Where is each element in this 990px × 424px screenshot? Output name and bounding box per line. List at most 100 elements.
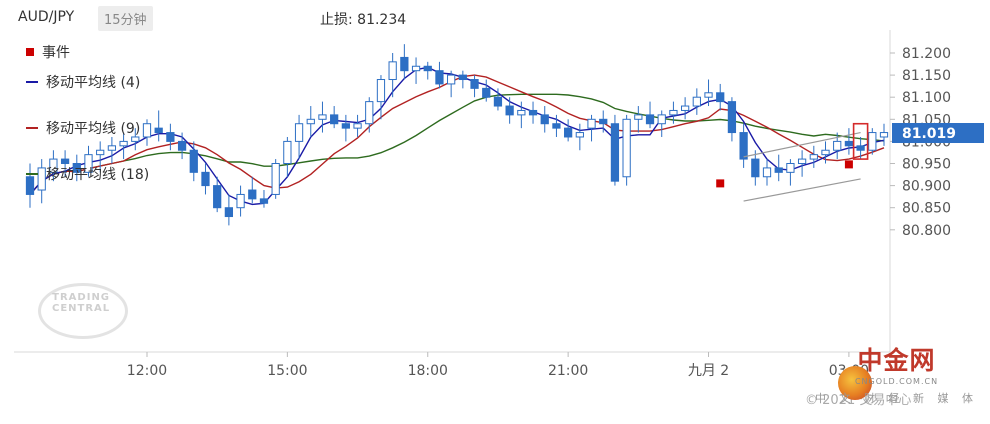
candle-body xyxy=(283,140,292,164)
legend-ma4-label: 移动平均线 (4) xyxy=(46,75,141,91)
candle-body xyxy=(552,123,561,129)
candle-body xyxy=(107,145,117,151)
candle-body xyxy=(657,114,666,125)
brand-logo-icon xyxy=(838,366,872,400)
candle-body xyxy=(505,105,514,116)
candle-body xyxy=(727,101,737,134)
candle-body xyxy=(821,149,830,156)
candle-body xyxy=(739,132,748,160)
trading-central-ring xyxy=(38,283,128,339)
y-tick-label: 80.900 xyxy=(902,179,951,195)
candle-body xyxy=(470,79,479,89)
candle-body xyxy=(154,127,163,134)
candle-body xyxy=(201,171,210,187)
candle-body xyxy=(60,158,70,165)
candle-body xyxy=(388,61,397,81)
candle-body xyxy=(271,163,280,195)
candle-body xyxy=(365,101,374,125)
event-swatch xyxy=(26,48,34,56)
x-tick-label: 12:00 xyxy=(127,363,167,379)
brand-name: 中金网 xyxy=(857,346,936,375)
legend-event-label: 事件 xyxy=(42,45,70,61)
stop-loss-label: 止损: 81.234 xyxy=(320,12,407,28)
candle-body xyxy=(575,132,584,138)
brand-sub: CNGOLD.COM.CN xyxy=(854,377,939,386)
legend-ma9: 移动平均线 (9) xyxy=(26,118,140,138)
breakout-highlight xyxy=(852,122,869,160)
symbol-label[interactable]: AUD/JPY xyxy=(18,9,75,25)
candle-body xyxy=(669,109,678,116)
y-tick-label: 81.150 xyxy=(902,68,951,84)
candle-body xyxy=(119,140,128,147)
candle-body xyxy=(353,123,362,129)
candle-body xyxy=(177,140,187,151)
candle-body xyxy=(447,74,456,85)
candle-body xyxy=(809,154,818,160)
candle-body xyxy=(236,193,245,209)
candle-body xyxy=(844,140,854,147)
candle-body xyxy=(610,123,620,182)
brand-ribbon: 中 文 财 经 新 媒 体 xyxy=(815,392,978,405)
candle-body xyxy=(797,158,807,165)
trading-central-watermark: TRADING CENTRAL xyxy=(52,292,110,314)
candle-body xyxy=(37,167,46,191)
timeframe-badge[interactable]: 15分钟 xyxy=(98,6,153,31)
candle-body xyxy=(189,149,198,173)
candle-body xyxy=(786,163,795,173)
brand-block: 中金网 CNGOLD.COM.CN 中 文 财 经 新 媒 体 xyxy=(815,341,978,406)
candle-body xyxy=(879,132,889,138)
candle-body xyxy=(213,185,222,209)
ma4-line xyxy=(29,66,885,206)
candle-body xyxy=(716,92,725,103)
candle-body xyxy=(142,123,152,138)
x-tick-label: 15:00 xyxy=(267,363,307,379)
event-marker xyxy=(716,179,725,188)
candle-body xyxy=(774,167,783,173)
candle-body xyxy=(564,127,573,138)
candle-body xyxy=(528,109,538,116)
candle-body xyxy=(248,189,257,200)
channel-lower-line xyxy=(743,178,861,202)
candle-body xyxy=(25,176,35,195)
candle-body xyxy=(634,114,643,120)
copyright-text: © 2021 交易中心 xyxy=(805,393,912,408)
candle-body xyxy=(259,198,269,204)
candle-body xyxy=(762,167,772,178)
candle-body xyxy=(645,114,655,125)
candle-body xyxy=(856,145,865,151)
legend-ma18: 移动平均线 (18) xyxy=(26,164,149,184)
last-price-badge xyxy=(892,123,984,144)
channel-upper-line xyxy=(743,131,861,158)
ma9-swatch xyxy=(26,127,38,129)
candle-body xyxy=(49,158,58,173)
candle-body xyxy=(622,118,631,178)
legend-event: 事件 xyxy=(26,42,70,62)
watermark-line2: CENTRAL xyxy=(52,303,111,314)
candle-body xyxy=(704,92,713,98)
candle-body xyxy=(868,132,877,151)
y-tick-label: 80.950 xyxy=(902,157,951,173)
candle-body xyxy=(493,96,503,107)
candle-body xyxy=(692,96,701,107)
y-tick-label: 80.800 xyxy=(902,223,951,239)
candle-body xyxy=(435,70,444,85)
candle-body xyxy=(96,149,105,156)
event-marker xyxy=(844,160,853,169)
candle-body xyxy=(458,74,467,81)
candle-body xyxy=(294,123,304,142)
candle-body xyxy=(599,118,608,125)
candle-body xyxy=(318,114,327,120)
x-tick-label: 九月 2 xyxy=(688,363,729,379)
x-tick-label: 18:00 xyxy=(408,363,448,379)
ma18-line xyxy=(29,93,885,195)
candle-body xyxy=(306,118,315,125)
candle-body xyxy=(376,79,386,103)
candle-body xyxy=(166,132,175,142)
candle-body xyxy=(751,158,760,178)
candle-body xyxy=(341,123,350,129)
candle-body xyxy=(330,114,339,125)
ma9-line xyxy=(29,74,885,195)
y-tick-label: 81.100 xyxy=(902,90,951,106)
